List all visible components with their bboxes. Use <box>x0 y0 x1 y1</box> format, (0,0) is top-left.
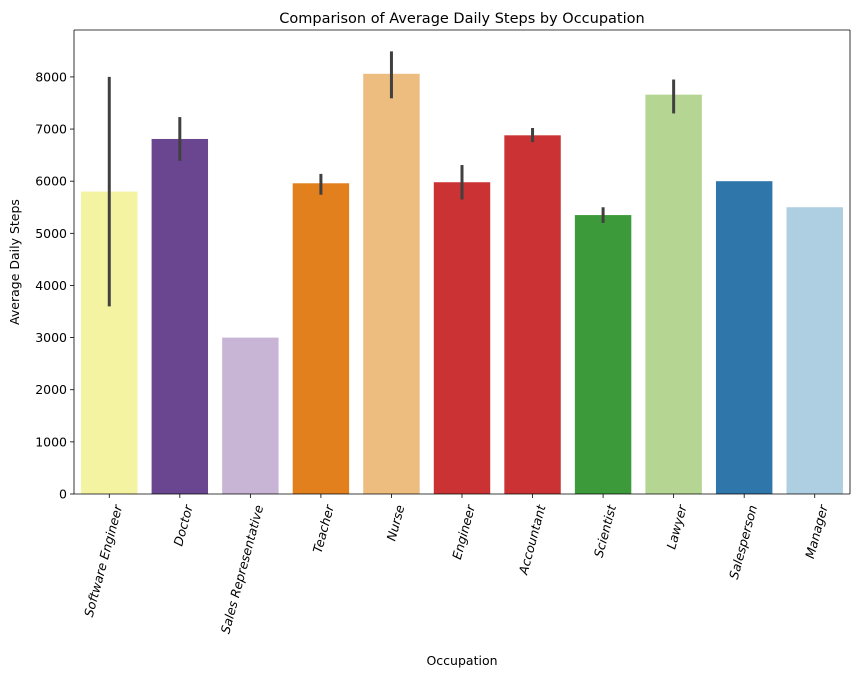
y-tick-label: 7000 <box>35 122 67 137</box>
chart-title: Comparison of Average Daily Steps by Occ… <box>279 11 644 27</box>
bar-sales-representative <box>222 337 279 494</box>
x-ticks-layer: Software Engineer Doctor Sales Representat… <box>81 494 831 635</box>
bars-layer <box>81 73 843 495</box>
bar-manager <box>786 207 843 494</box>
y-tick-label: 5000 <box>35 226 67 241</box>
x-axis-label: Occupation <box>426 653 497 668</box>
x-tick-label-salesperson: Salesperson <box>726 503 760 580</box>
x-tick-label-engineer: Engineer <box>449 502 478 560</box>
bar-scientist <box>574 215 632 494</box>
y-tick-label: 8000 <box>35 69 67 84</box>
x-tick-label-doctor: Doctor <box>170 502 196 547</box>
y-tick-label: 4000 <box>35 278 67 293</box>
error-bars-layer <box>107 51 676 307</box>
bar-engineer <box>433 182 491 494</box>
x-tick-label-accountant: Accountant <box>515 502 548 577</box>
y-tick-label: 3000 <box>35 330 67 345</box>
x-tick-label-software-engineer: Software Engineer <box>81 502 126 618</box>
bar-accountant <box>504 135 561 494</box>
y-ticks-layer: 0 1000 2000 3000 4000 5000 6000 7000 8000 <box>35 69 74 502</box>
y-tick-label: 0 <box>59 487 67 502</box>
y-tick-label: 6000 <box>35 174 67 189</box>
x-tick-label-teacher: Teacher <box>310 503 337 555</box>
bar-teacher <box>292 183 350 494</box>
x-tick-label-sales-representative: Sales Representative <box>218 503 267 635</box>
x-tick-label-nurse: Nurse <box>383 503 407 543</box>
x-tick-label-lawyer: Lawyer <box>663 502 689 550</box>
x-tick-label-scientist: Scientist <box>591 502 620 559</box>
bar-salesperson <box>715 181 773 494</box>
bar-doctor <box>151 138 209 494</box>
y-tick-label: 2000 <box>35 382 67 397</box>
x-tick-label-manager: Manager <box>802 502 831 560</box>
y-tick-label: 1000 <box>35 434 67 449</box>
bar-lawyer <box>645 94 702 495</box>
bar-nurse <box>363 73 420 494</box>
y-axis-label: Average Daily Steps <box>7 199 22 325</box>
